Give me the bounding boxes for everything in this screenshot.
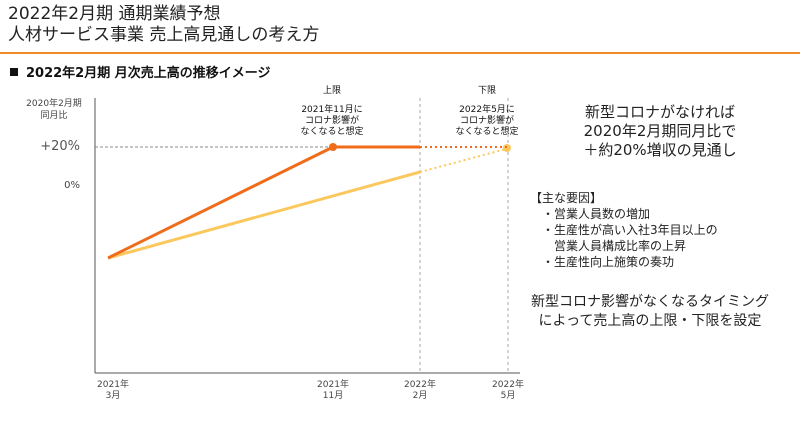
title-divider [0,52,800,54]
page-title: 2022年2月期 通期業績予想 人材サービス事業 売上高見通しの考え方 [8,4,319,46]
x-tick-year: 2022年 [492,380,524,390]
factor-item: ・営業人員数の増加 [542,207,651,221]
outlook-line-3: ＋約20%増収の見通し [583,141,737,159]
timing-note-line-2: によって売上高の上限・下限を設定 [538,313,762,329]
x-tick-year: 2021年 [97,380,129,390]
upper-bound-note-3: なくなると想定 [300,127,364,137]
upper-bound-note-1: 2021年11月に [301,105,363,115]
x-tick-2021-nov: 2021年 11月 [303,380,363,402]
outlook-line-1: 新型コロナがなければ [584,103,735,121]
factor-item: 営業人員構成比率の上昇 [542,239,687,253]
section-title-text: 2022年2月期 月次売上高の推移イメージ [26,66,271,81]
title-line-1: 2022年2月期 通期業績予想 [8,4,221,24]
upper-bound-annotation: 上限 2021年11月に コロナ影響が なくなると想定 [277,86,387,138]
lower-bound-dotted-line [419,148,507,173]
x-tick-year: 2022年 [404,380,436,390]
bullet-square-icon [10,68,18,76]
lower-bound-note-1: 2022年5月に [459,105,515,115]
x-tick-month: 11月 [322,391,344,401]
lower-bound-note-3: なくなると想定 [455,127,519,137]
x-tick-2022-may: 2022年 5月 [478,380,538,402]
factor-item: ・生産性が高い入社3年目以上の [542,223,718,237]
y-axis-label-line-2: 同月比 [40,111,68,121]
y-tick-zero: 0% [64,180,80,191]
outlook-statement: 新型コロナがなければ 2020年2月期同月比で ＋約20%増収の見通し [545,103,775,160]
lower-bound-annotation: 下限 2022年5月に コロナ影響が なくなると想定 [432,86,542,138]
y-axis-label-line-1: 2020年2月期 [26,99,82,109]
timing-note: 新型コロナ影響がなくなるタイミング によって売上高の上限・下限を設定 [520,293,780,331]
x-tick-2021-mar: 2021年 3月 [83,380,143,402]
factor-item: ・生産性向上施策の奏功 [542,255,675,269]
title-line-2: 人材サービス事業 売上高見通しの考え方 [8,25,320,45]
timing-note-line-1: 新型コロナ影響がなくなるタイミング [531,294,769,310]
x-tick-year: 2021年 [317,380,349,390]
x-tick-2022-feb: 2022年 2月 [390,380,450,402]
lower-bound-head: 下限 [477,86,496,96]
upper-bound-note-2: コロナ影響が [304,116,359,126]
upper-bound-marker [329,143,337,151]
upper-bound-line [107,145,334,260]
lower-bound-note-2: コロナ影響が [459,116,514,126]
upper-bound-head: 上限 [322,86,341,96]
factors-heading: 【主な要因】 [530,191,603,205]
x-tick-month: 3月 [105,391,121,401]
y-axis-label: 2020年2月期 同月比 [18,98,90,122]
y-tick-plus-20: +20% [40,139,80,154]
lower-bound-line [107,170,421,260]
outlook-line-2: 2020年2月期同月比で [583,122,737,140]
main-factors: 【主な要因】 ・営業人員数の増加 ・生産性が高い入社3年目以上の 営業人員構成比… [530,190,718,270]
x-tick-month: 5月 [500,391,516,401]
section-title: 2022年2月期 月次売上高の推移イメージ [10,62,271,81]
x-tick-month: 2月 [412,391,428,401]
